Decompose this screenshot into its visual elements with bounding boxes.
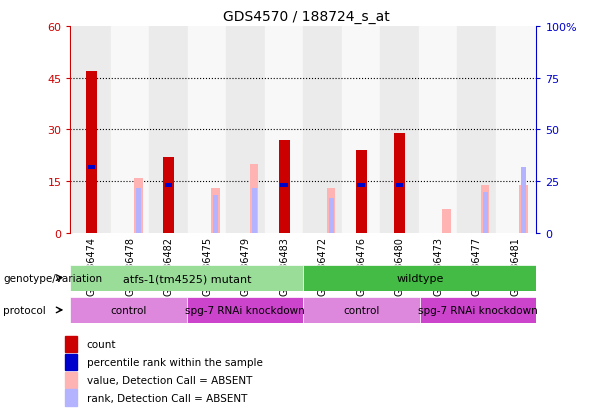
Text: percentile rank within the sample: percentile rank within the sample [87,357,263,367]
Bar [280,183,288,187]
Bar [519,185,528,233]
Bar [381,27,419,233]
Bar [88,166,96,170]
Bar [65,354,77,370]
Bar [111,27,150,233]
Bar [70,297,187,323]
Bar [86,71,97,233]
Bar [443,209,451,233]
Bar [394,133,405,233]
Bar [265,27,303,233]
Bar [65,372,77,388]
Bar [250,164,259,233]
Bar [420,297,536,323]
Bar [72,27,111,233]
Bar [188,27,226,233]
Bar [303,27,342,233]
Text: rank, Detection Call = ABSENT: rank, Detection Call = ABSENT [87,393,247,403]
Bar [211,189,220,233]
Text: GDS4570 / 188724_s_at: GDS4570 / 188724_s_at [223,10,390,24]
Text: genotype/variation: genotype/variation [3,273,102,283]
Bar [134,178,143,233]
Bar [252,189,257,233]
Text: spg-7 RNAi knockdown: spg-7 RNAi knockdown [185,305,305,315]
Bar [213,195,218,233]
Bar [165,183,172,187]
Bar [357,183,365,187]
Bar [187,297,303,323]
Bar [482,192,488,233]
Bar [65,389,77,406]
Bar [342,27,381,233]
Text: atfs-1(tm4525) mutant: atfs-1(tm4525) mutant [123,273,251,283]
Bar [303,266,536,291]
Bar [303,297,420,323]
Text: value, Detection Call = ABSENT: value, Detection Call = ABSENT [87,375,252,385]
Bar [279,140,289,233]
Bar [396,183,403,187]
Text: count: count [87,339,116,349]
Bar [150,27,188,233]
Bar [226,27,265,233]
Bar [65,336,77,352]
Bar [163,158,174,233]
Text: spg-7 RNAi knockdown: spg-7 RNAi knockdown [418,305,538,315]
Bar [521,168,526,233]
Text: control: control [343,305,380,315]
Bar [70,266,303,291]
Bar [496,27,535,233]
Bar [136,189,141,233]
Bar [457,27,496,233]
Text: wildtype: wildtype [396,273,444,283]
Bar [481,185,489,233]
Text: control: control [110,305,147,315]
Bar [419,27,457,233]
Bar [329,199,333,233]
Bar [327,189,335,233]
Text: protocol: protocol [3,305,46,315]
Bar [356,151,367,233]
